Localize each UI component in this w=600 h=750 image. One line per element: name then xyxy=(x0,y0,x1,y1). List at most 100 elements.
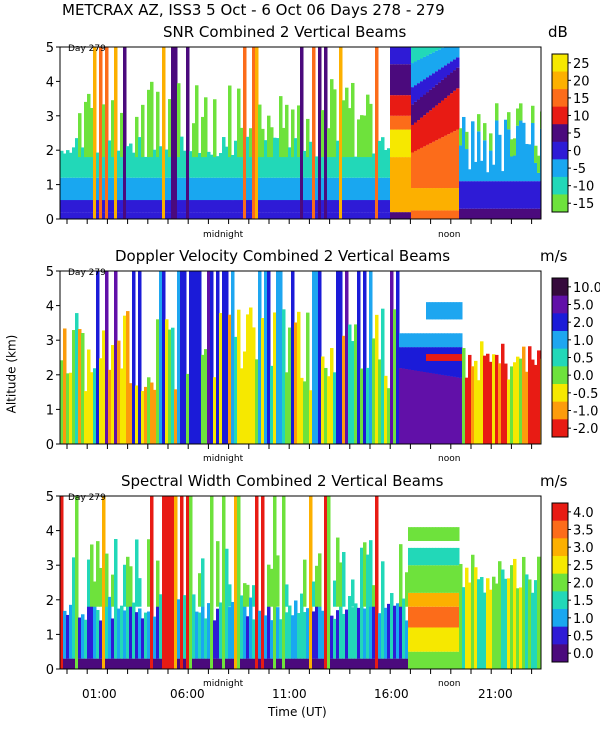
heatmap-cell xyxy=(432,373,436,444)
heatmap-cell xyxy=(138,608,142,659)
heatmap-cell xyxy=(192,658,196,669)
heatmap-cell xyxy=(204,658,208,669)
heatmap-cell xyxy=(372,658,376,669)
heatmap-cell xyxy=(210,177,214,201)
heatmap-cell xyxy=(345,609,349,659)
heatmap-cell xyxy=(108,658,112,669)
heatmap-cell xyxy=(408,157,412,213)
heatmap-cell xyxy=(327,156,331,178)
heatmap-cell xyxy=(423,527,427,541)
heatmap-cell xyxy=(348,212,352,219)
heatmap-cell xyxy=(69,197,73,213)
heatmap-cell xyxy=(138,193,142,213)
heatmap-cell xyxy=(387,177,391,201)
heatmap-cell xyxy=(240,368,244,444)
heatmap-cell xyxy=(432,73,436,88)
heatmap-cell xyxy=(441,210,445,219)
heatmap-cell xyxy=(237,88,241,158)
heatmap-cell xyxy=(390,658,394,669)
heatmap-cell xyxy=(333,658,337,669)
heatmap-cell xyxy=(201,116,205,158)
heatmap-cell xyxy=(171,496,175,669)
heatmap-cell xyxy=(486,208,490,219)
heatmap-cell xyxy=(333,372,337,444)
heatmap-cell xyxy=(261,128,265,158)
heatmap-cell xyxy=(468,208,472,219)
heatmap-cell xyxy=(477,380,481,444)
heatmap-cell xyxy=(435,373,439,444)
heatmap-cell xyxy=(411,104,415,125)
heatmap-cell xyxy=(348,324,352,444)
heatmap-cell xyxy=(165,177,169,201)
heatmap-cell xyxy=(282,127,286,158)
panel-3-unit: m/s xyxy=(540,472,568,490)
heatmap-cell xyxy=(411,87,415,105)
heatmap-cell xyxy=(126,556,130,607)
colorbar-segment xyxy=(552,295,568,314)
colorbar-label: 0.0 xyxy=(573,647,594,662)
heatmap-cell xyxy=(192,212,196,219)
heatmap-cell xyxy=(210,271,214,444)
heatmap-cell xyxy=(429,333,433,348)
heatmap-cell xyxy=(321,356,325,444)
heatmap-cell xyxy=(402,157,406,213)
noon-label-2: noon xyxy=(438,454,461,464)
heatmap-cell xyxy=(78,113,82,158)
heatmap-cell xyxy=(381,658,385,669)
heatmap-cell xyxy=(438,527,442,541)
heatmap-cell xyxy=(306,152,310,178)
heatmap-cell xyxy=(456,354,460,361)
heatmap-cell xyxy=(435,651,439,669)
heatmap-cell xyxy=(342,212,346,219)
heatmap-cell xyxy=(78,153,82,178)
heatmap-cell xyxy=(300,377,304,444)
heatmap-cell xyxy=(213,620,217,659)
heatmap-cell xyxy=(351,658,355,669)
heatmap-cell xyxy=(510,156,514,182)
colorbar-segment xyxy=(552,591,568,610)
heatmap-cell xyxy=(237,309,241,444)
heatmap-cell xyxy=(240,212,244,219)
heatmap-cell xyxy=(459,181,463,209)
heatmap-cell xyxy=(270,212,274,219)
heatmap-cell xyxy=(360,368,364,444)
heatmap-cell xyxy=(366,367,370,444)
heatmap-cell xyxy=(405,157,409,213)
heatmap-cell xyxy=(306,195,310,213)
heatmap-cell xyxy=(414,101,418,123)
heatmap-cell xyxy=(423,94,427,116)
heatmap-cell xyxy=(291,177,295,201)
heatmap-cell xyxy=(270,365,274,444)
heatmap-cell xyxy=(261,177,265,201)
day-marker-1: Day 279 xyxy=(68,44,106,54)
heatmap-cell xyxy=(363,271,367,444)
heatmap-cell xyxy=(213,658,217,669)
heatmap-cell xyxy=(435,71,439,85)
heatmap-cell xyxy=(336,196,340,213)
heatmap-cell xyxy=(132,271,136,444)
heatmap-cell xyxy=(228,85,232,158)
heatmap-cell xyxy=(270,194,274,213)
heatmap-cell xyxy=(372,190,376,213)
heatmap-cell xyxy=(216,194,220,213)
heatmap-cell xyxy=(252,327,256,444)
heatmap-cell xyxy=(399,115,403,130)
heatmap-cell xyxy=(153,189,157,213)
heatmap-cell xyxy=(243,599,247,659)
heatmap-cell xyxy=(450,93,454,133)
heatmap-cell xyxy=(201,558,205,607)
heatmap-cell xyxy=(96,541,100,607)
heatmap-cell xyxy=(321,110,325,158)
heatmap-cell xyxy=(408,95,412,116)
heatmap-cell xyxy=(276,658,280,669)
heatmap-cell xyxy=(189,271,193,444)
heatmap-cell xyxy=(444,565,448,593)
heatmap-cell xyxy=(432,547,436,566)
heatmap-cell xyxy=(423,627,427,652)
heatmap-cell xyxy=(444,347,448,376)
y-tick-label: 5 xyxy=(46,490,54,505)
heatmap-cell xyxy=(453,59,457,71)
heatmap-cell xyxy=(399,544,403,607)
heatmap-cell xyxy=(399,333,403,348)
heatmap-cell xyxy=(339,658,343,669)
